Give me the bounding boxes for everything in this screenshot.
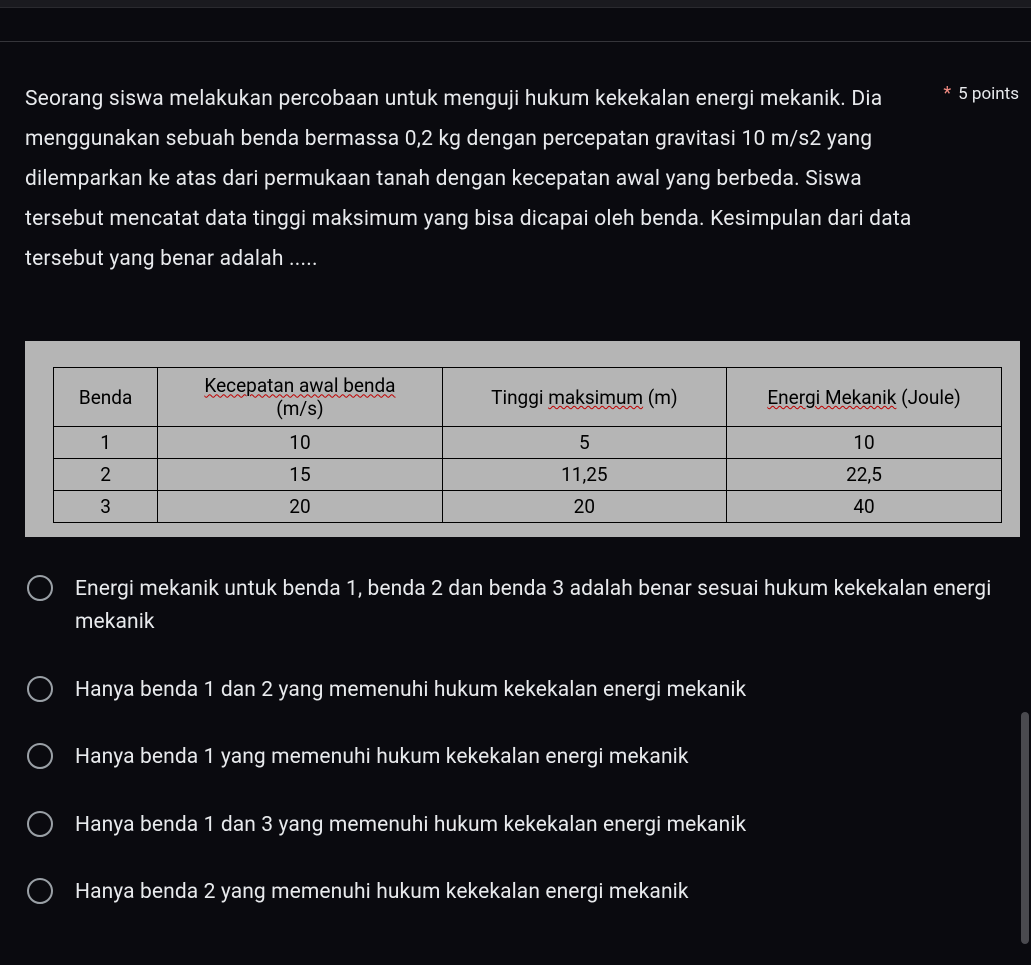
required-asterisk-icon: * [943, 83, 951, 104]
col-header-benda: Benda [54, 368, 158, 427]
option-text: Hanya benda 1 yang memenuhi hukum kekeka… [75, 741, 689, 774]
col-header-tinggi: Tinggi maksimum (m) [442, 368, 726, 427]
radio-button-icon[interactable] [27, 743, 53, 769]
cell: 3 [54, 491, 158, 523]
cell: 20 [158, 491, 442, 523]
option-row[interactable]: Hanya benda 1 dan 3 yang memenuhi hukum … [27, 809, 1019, 842]
col-header-energi: Energi Mekanik (Joule) [727, 368, 1002, 427]
radio-button-icon[interactable] [27, 811, 53, 837]
table-header-row: Benda Kecepatan awal benda (m/s) Tinggi … [54, 368, 1002, 427]
data-table-wrapper: Benda Kecepatan awal benda (m/s) Tinggi … [25, 341, 1020, 537]
table-body: 1 10 5 10 2 15 11,25 22,5 3 20 20 40 [54, 427, 1002, 523]
cell: 2 [54, 459, 158, 491]
col-header-kecepatan: Kecepatan awal benda (m/s) [158, 368, 442, 427]
cell: 20 [442, 491, 726, 523]
question-text: Seorang siswa melakukan percobaan untuk … [25, 80, 915, 279]
radio-button-icon[interactable] [27, 676, 53, 702]
question-card: Seorang siswa melakukan percobaan untuk … [0, 42, 1031, 909]
option-text: Hanya benda 1 dan 3 yang memenuhi hukum … [75, 809, 746, 842]
cell: 40 [727, 491, 1002, 523]
points-badge: * 5 points [943, 80, 1019, 104]
cell: 5 [442, 427, 726, 459]
cell: 10 [158, 427, 442, 459]
radio-button-icon[interactable] [27, 878, 53, 904]
option-row[interactable]: Hanya benda 1 dan 2 yang memenuhi hukum … [27, 674, 1019, 707]
options-container: Energi mekanik untuk benda 1, benda 2 da… [25, 573, 1019, 908]
cell: 22,5 [727, 459, 1002, 491]
option-row[interactable]: Hanya benda 2 yang memenuhi hukum kekeka… [27, 876, 1019, 909]
cell: 10 [727, 427, 1002, 459]
option-text: Hanya benda 2 yang memenuhi hukum kekeka… [75, 876, 689, 909]
option-row[interactable]: Energi mekanik untuk benda 1, benda 2 da… [27, 573, 1019, 638]
cell: 1 [54, 427, 158, 459]
table-row: 3 20 20 40 [54, 491, 1002, 523]
option-text: Hanya benda 1 dan 2 yang memenuhi hukum … [75, 674, 746, 707]
points-label: 5 points [958, 84, 1019, 104]
table-row: 2 15 11,25 22,5 [54, 459, 1002, 491]
data-table: Benda Kecepatan awal benda (m/s) Tinggi … [53, 367, 1002, 523]
cell: 15 [158, 459, 442, 491]
option-row[interactable]: Hanya benda 1 yang memenuhi hukum kekeka… [27, 741, 1019, 774]
header-divider [0, 8, 1031, 42]
scrollbar-thumb[interactable] [1021, 712, 1029, 944]
question-header: Seorang siswa melakukan percobaan untuk … [25, 80, 1019, 279]
option-text: Energi mekanik untuk benda 1, benda 2 da… [75, 573, 1019, 638]
table-row: 1 10 5 10 [54, 427, 1002, 459]
cell: 11,25 [442, 459, 726, 491]
top-bar [0, 0, 1031, 8]
radio-button-icon[interactable] [27, 575, 53, 601]
